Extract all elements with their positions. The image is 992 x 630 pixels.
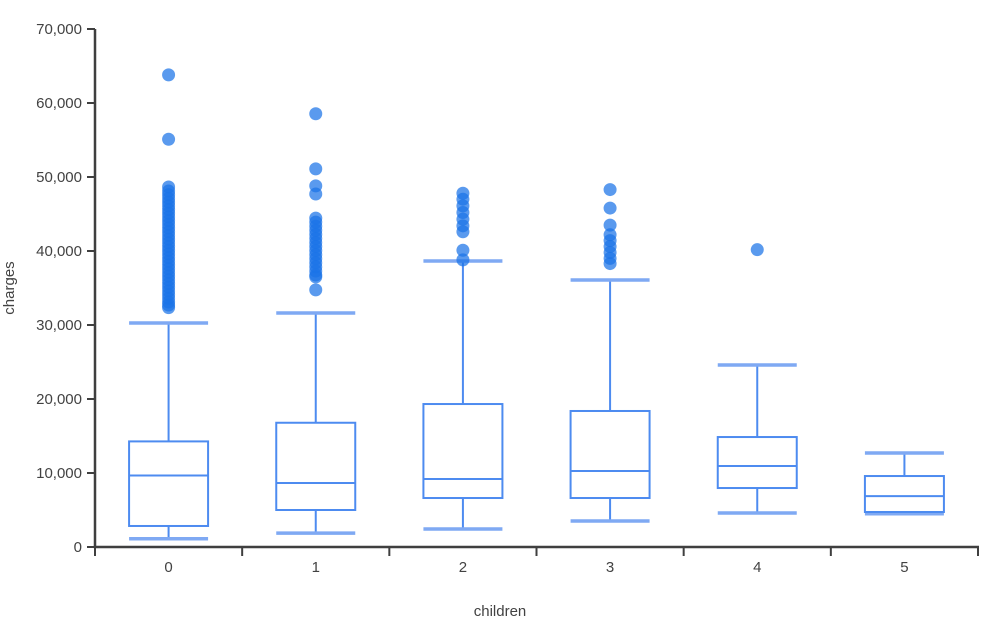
x-tick-label: 1: [312, 559, 320, 576]
y-tick-label: 50,000: [36, 169, 82, 186]
outlier-dot-children-3: [603, 257, 617, 271]
outlier-layer: [162, 68, 764, 315]
x-tick-label: 4: [753, 559, 761, 576]
outlier-dot-children-0: [162, 68, 176, 82]
y-axis-title: charges: [1, 261, 18, 314]
x-tick-label: 0: [164, 559, 172, 576]
y-tick-label: 70,000: [36, 21, 82, 38]
outlier-dot-children-1: [309, 107, 323, 121]
box-children-2: [422, 403, 504, 500]
outlier-dot-children-4: [750, 243, 764, 257]
box-children-4: [716, 436, 798, 490]
outlier-dot-children-2: [456, 243, 470, 257]
box-layer: [128, 259, 945, 541]
outlier-dot-children-3: [603, 218, 617, 232]
box-children-3: [569, 409, 651, 500]
outlier-dot-children-2: [456, 253, 470, 267]
y-tick-label: 0: [74, 539, 82, 556]
outlier-dot-children-1: [309, 162, 323, 176]
box-children-1: [275, 421, 357, 511]
outlier-dot-children-0: [162, 301, 176, 315]
y-tick-label: 30,000: [36, 317, 82, 334]
x-tick-label: 5: [900, 559, 908, 576]
x-axis-title: children: [474, 603, 527, 620]
axes-layer: 0 10,000 20,000 30,000 40,000 50,000 60,000 70,…: [36, 21, 979, 576]
box-children-5: [863, 475, 945, 513]
y-tick-label: 10,000: [36, 465, 82, 482]
box-children-0: [128, 440, 210, 527]
outlier-dot-children-3: [603, 183, 617, 197]
y-tick-label: 40,000: [36, 243, 82, 260]
y-tick-label: 20,000: [36, 391, 82, 408]
outlier-dot-children-1: [309, 283, 323, 297]
outlier-dot-children-0: [162, 132, 176, 146]
outlier-dot-children-1: [309, 187, 323, 201]
outlier-dot-children-3: [603, 201, 617, 215]
x-tick-label: 2: [459, 559, 467, 576]
outlier-dot-children-2: [456, 225, 470, 239]
outlier-dot-children-1: [309, 270, 323, 284]
x-tick-label: 3: [606, 559, 614, 576]
y-tick-label: 60,000: [36, 95, 82, 112]
